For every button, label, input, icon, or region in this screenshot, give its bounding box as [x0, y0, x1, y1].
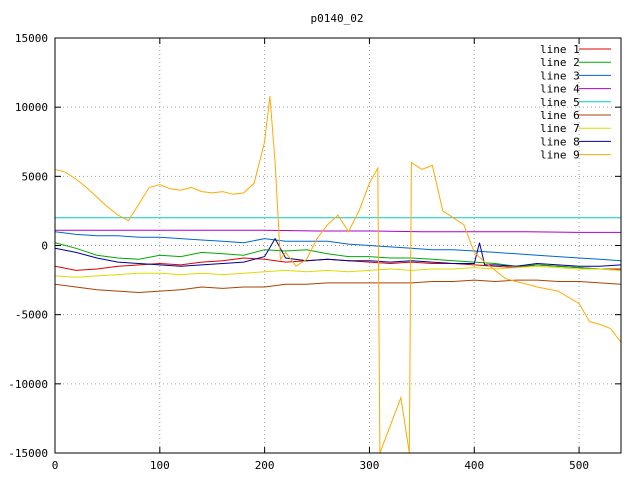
x-tick-label: 100 — [150, 459, 170, 472]
series-lines — [55, 96, 621, 453]
x-tick-label: 200 — [255, 459, 275, 472]
axis-ticks: 0 100 200 300 400 500 -15000 -10000 -5000 0 5000 10… — [8, 32, 621, 472]
legend-label-9: line 9 — [540, 149, 580, 162]
chart-title: p0140_02 — [311, 12, 364, 25]
legend-label-3: line 3 — [540, 69, 580, 82]
series-line-2 — [55, 242, 621, 271]
series-line-9 — [55, 96, 621, 453]
legend-label-7: line 7 — [540, 122, 580, 135]
series-line-7 — [55, 265, 621, 278]
legend-label-6: line 6 — [540, 109, 580, 122]
y-tick-label: -10000 — [8, 378, 48, 391]
legend-label-8: line 8 — [540, 135, 580, 148]
legend-label-4: line 4 — [540, 83, 580, 96]
legend-label-2: line 2 — [540, 56, 580, 69]
series-line-8 — [55, 237, 621, 267]
x-tick-label: 500 — [569, 459, 589, 472]
y-tick-label: -5000 — [15, 309, 48, 322]
y-tick-label: 0 — [41, 240, 48, 253]
series-line-4 — [55, 229, 621, 233]
y-tick-label: 5000 — [22, 170, 49, 183]
x-tick-label: 0 — [52, 459, 59, 472]
y-tick-label: -15000 — [8, 447, 48, 460]
series-line-3 — [55, 231, 621, 262]
x-tick-label: 300 — [360, 459, 380, 472]
grid — [55, 38, 621, 453]
x-tick-label: 400 — [464, 459, 484, 472]
legend-label-5: line 5 — [540, 96, 580, 109]
legend-label-1: line 1 — [540, 43, 580, 56]
y-tick-label: 10000 — [15, 101, 48, 114]
series-line-6 — [55, 279, 621, 294]
y-tick-label: 15000 — [15, 32, 48, 45]
